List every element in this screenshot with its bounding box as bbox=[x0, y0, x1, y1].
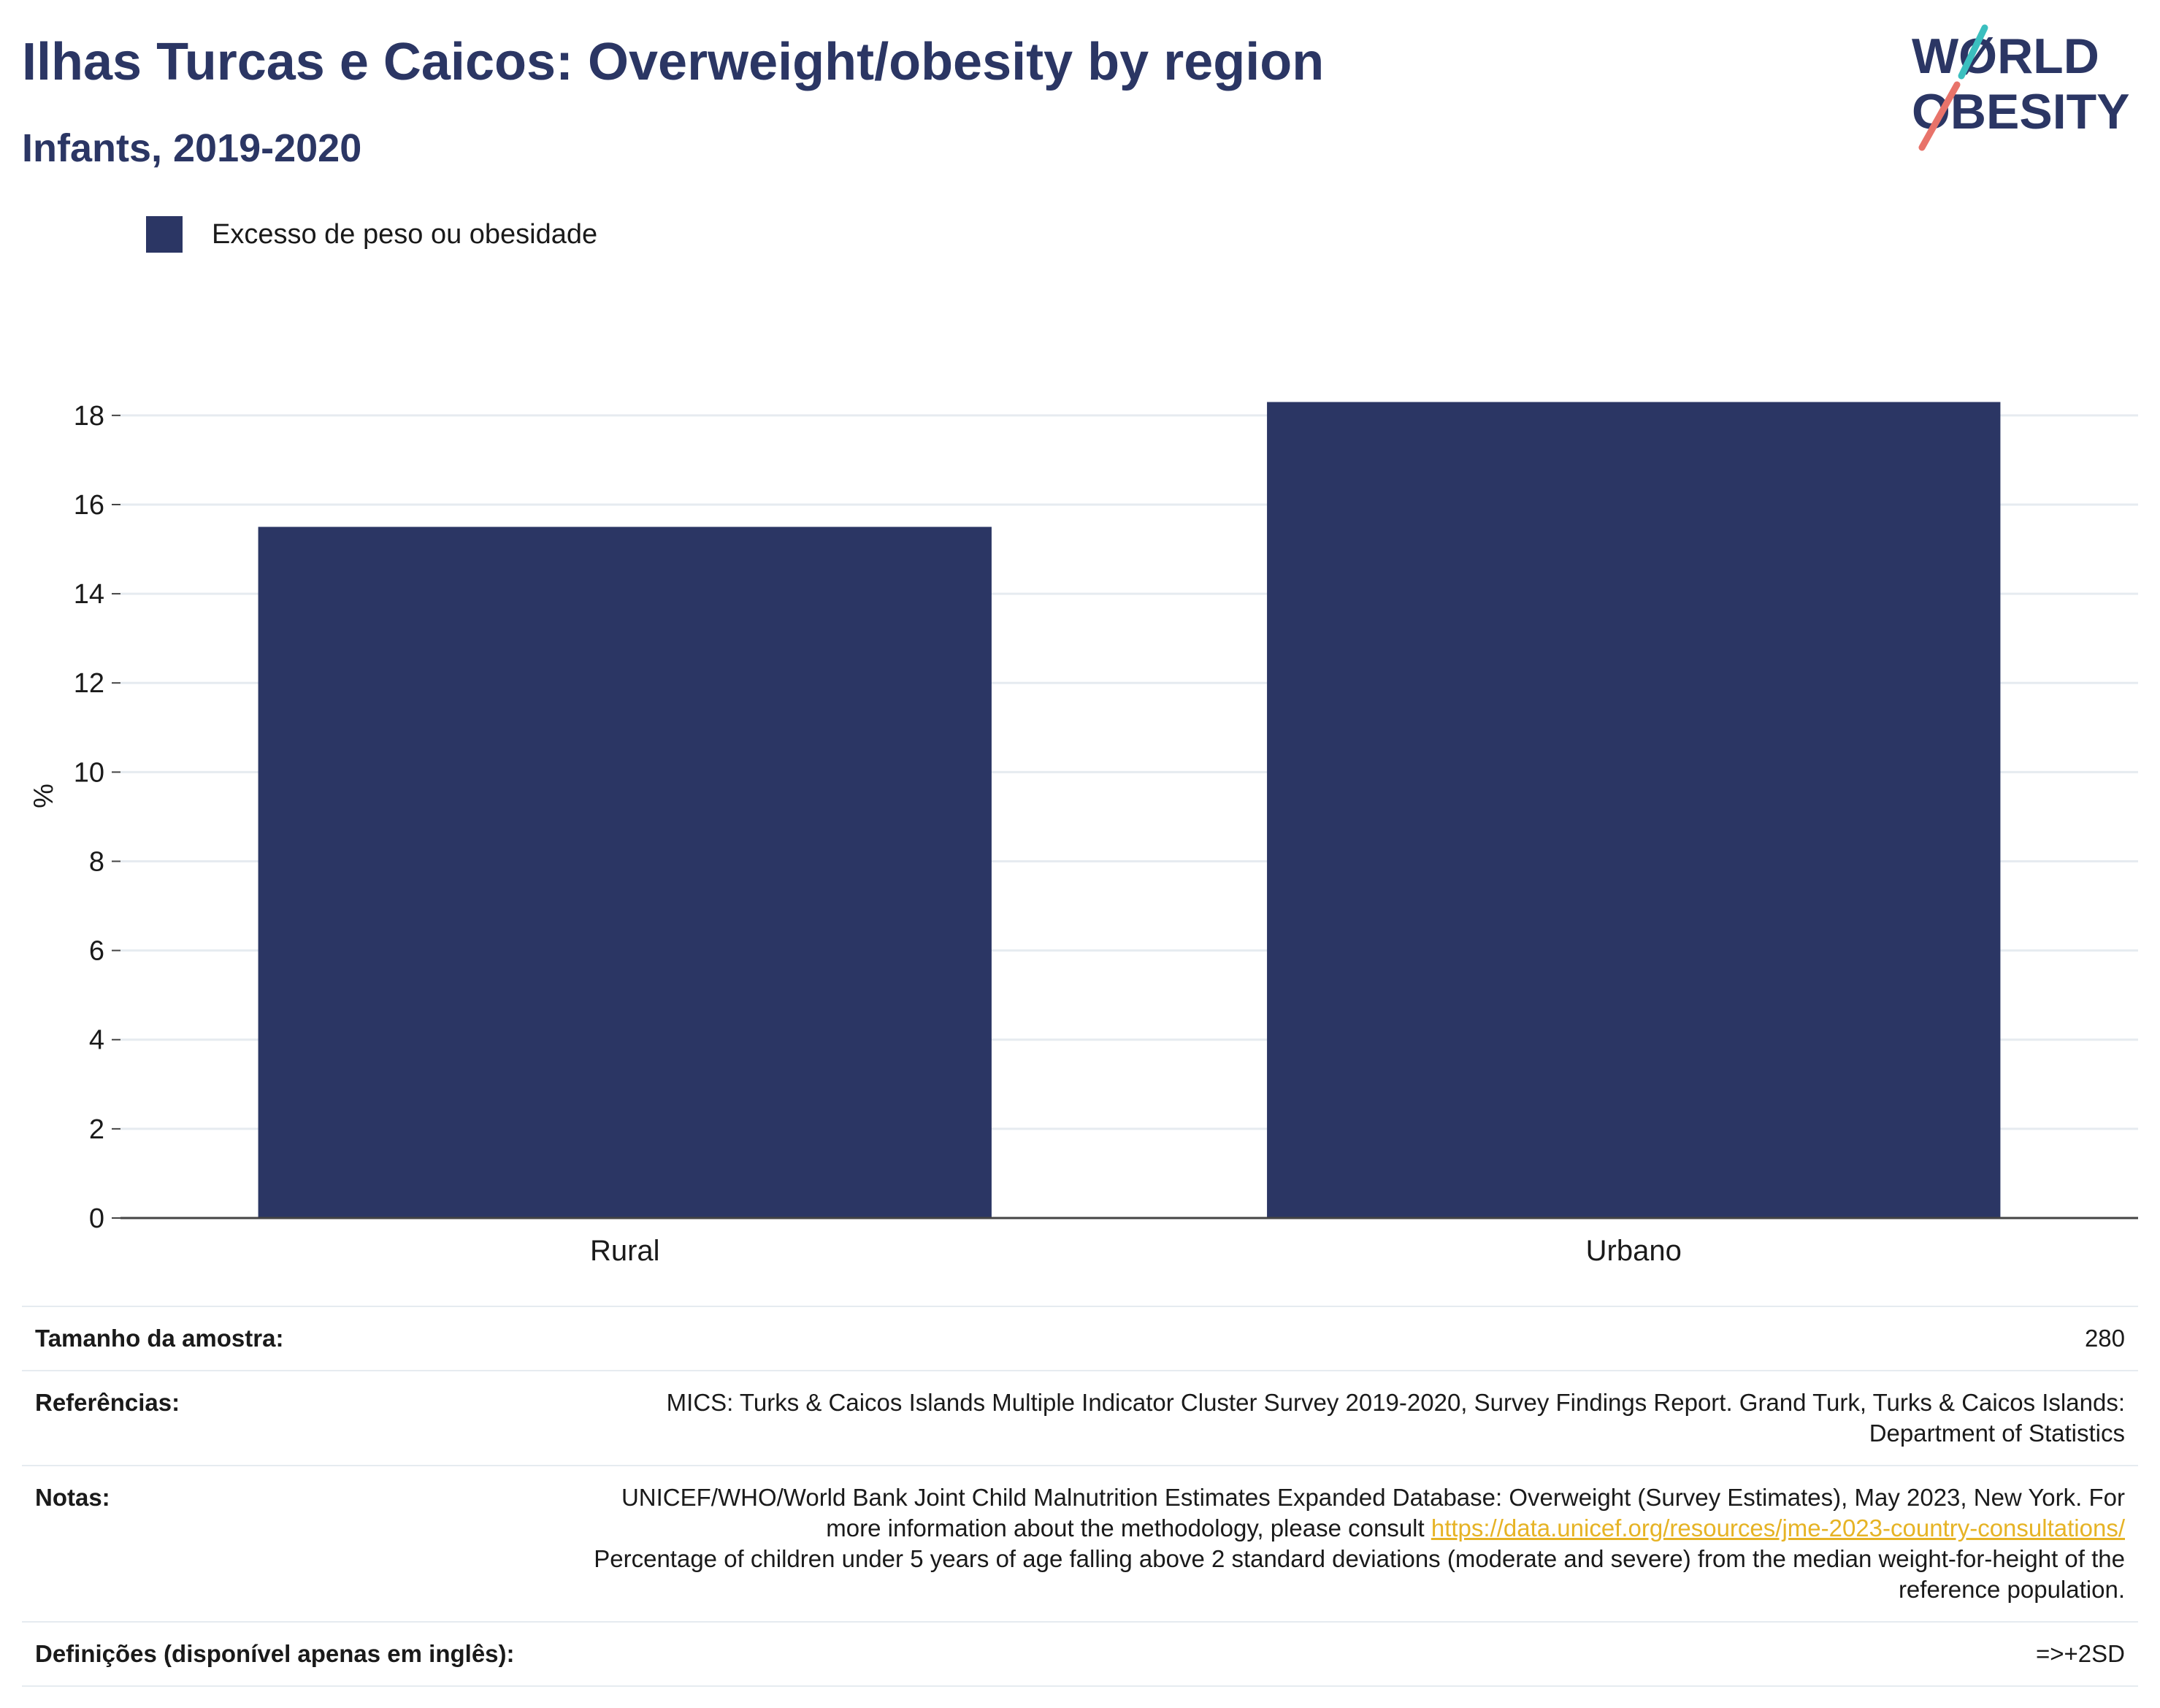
axes: 0 2 4 6 8 10 12 14 16 18 Rural Urbano bbox=[74, 401, 2138, 1267]
references-label: Referências: bbox=[35, 1389, 180, 1416]
y-tick-label: 16 bbox=[74, 490, 104, 521]
y-tick-label: 2 bbox=[89, 1114, 104, 1145]
references-value: MICS: Turks & Caicos Islands Multiple In… bbox=[666, 1389, 2125, 1447]
chart-legend: Excesso de peso ou obesidade bbox=[146, 216, 597, 253]
y-tick-label: 0 bbox=[89, 1203, 104, 1234]
x-tick-label: Rural bbox=[590, 1235, 660, 1267]
info-row-notes: Notas: UNICEF/WHO/World Bank Joint Child… bbox=[22, 1466, 2138, 1622]
legend-label: Excesso de peso ou obesidade bbox=[212, 218, 598, 250]
info-row-definitions: Definições (disponível apenas em inglês)… bbox=[22, 1622, 2138, 1686]
logo-slash-top bbox=[1958, 24, 1988, 80]
notes-text-2: Percentage of children under 5 years of … bbox=[594, 1545, 2125, 1603]
y-tick-label: 6 bbox=[89, 936, 104, 967]
legend-swatch bbox=[146, 216, 183, 253]
sample-size-label: Tamanho da amostra: bbox=[35, 1325, 284, 1352]
page-title: Ilhas Turcas e Caicos: Overweight/obesit… bbox=[22, 33, 1325, 91]
info-row-sample: Tamanho da amostra: 280 bbox=[22, 1306, 2138, 1371]
logo-line-2: OBESITY bbox=[1912, 84, 2130, 139]
y-tick-label: 10 bbox=[74, 757, 104, 788]
y-tick-label: 18 bbox=[74, 401, 104, 432]
notes-text-1: UNICEF/WHO/World Bank Joint Child Malnut… bbox=[621, 1484, 2125, 1542]
world-obesity-logo: WØRLD OBESITY bbox=[1912, 24, 2130, 151]
y-tick-label: 12 bbox=[74, 668, 104, 699]
bar-rural[interactable] bbox=[258, 526, 992, 1218]
notes-value: UNICEF/WHO/World Bank Joint Child Malnut… bbox=[559, 1466, 2138, 1622]
logo-line-1: WØRLD bbox=[1912, 28, 2099, 84]
sample-size-value: 280 bbox=[2084, 1325, 2125, 1352]
definitions-label: Definições (disponível apenas em inglês)… bbox=[35, 1640, 515, 1667]
x-tick-label: Urbano bbox=[1586, 1235, 1682, 1267]
logo-slash-bottom bbox=[1918, 81, 1961, 151]
bar-chart: 0 2 4 6 8 10 12 14 16 18 Rural Urbano % bbox=[28, 401, 2138, 1267]
bar-urbano[interactable] bbox=[1267, 402, 2001, 1218]
notes-link[interactable]: https://data.unicef.org/resources/jme-20… bbox=[1431, 1514, 2125, 1542]
info-table: Tamanho da amostra: 280 Referências: MIC… bbox=[22, 1306, 2138, 1687]
info-row-references: Referências: MICS: Turks & Caicos Island… bbox=[22, 1371, 2138, 1466]
page-subtitle: Infants, 2019-2020 bbox=[22, 126, 362, 170]
notes-label: Notas: bbox=[35, 1484, 110, 1511]
y-tick-label: 8 bbox=[89, 846, 104, 877]
y-axis-label: % bbox=[28, 784, 59, 808]
bars bbox=[258, 402, 2001, 1218]
y-tick-label: 14 bbox=[74, 579, 104, 610]
definitions-value: =>+2SD bbox=[2035, 1640, 2125, 1667]
y-tick-label: 4 bbox=[89, 1025, 104, 1056]
